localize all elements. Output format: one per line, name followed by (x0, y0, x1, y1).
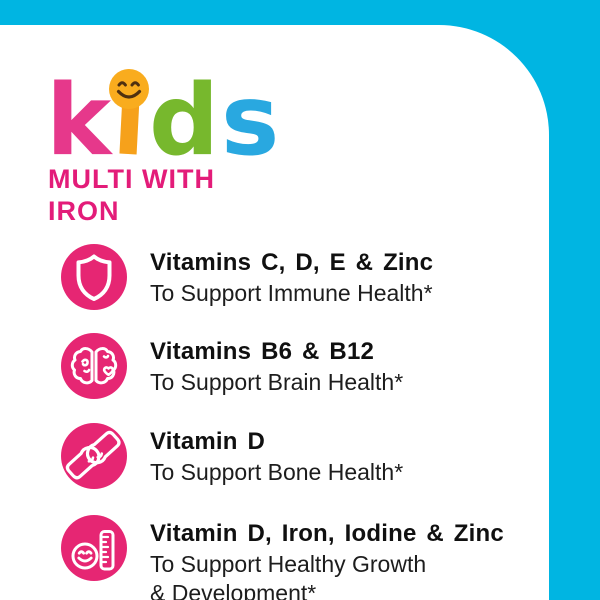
feature-title: Vitamins B6 & B12 (150, 338, 375, 365)
feature-text-immune: Vitamins C, D, E & Zinc To Support Immun… (150, 244, 433, 308)
feature-row-growth: Vitamin D, Iron, Iodine & Zinc To Suppor… (61, 515, 504, 600)
feature-text-growth: Vitamin D, Iron, Iodine & Zinc To Suppor… (150, 515, 504, 600)
brain-icon (61, 333, 127, 399)
feature-row-brain: Vitamins B6 & B12 To Support Brain Healt… (61, 333, 403, 399)
feature-row-immune: Vitamins C, D, E & Zinc To Support Immun… (61, 244, 433, 310)
label-card: k i d s MULTI WITH IRON Vitami (0, 25, 549, 600)
feature-text-bone: Vitamin D To Support Bone Health* (150, 423, 403, 487)
kids-logo: k i d s (46, 63, 296, 182)
feature-title: Vitamins C, D, E & Zinc (150, 249, 434, 276)
smiley-face-icon (109, 69, 149, 109)
product-name: MULTI WITH IRON (48, 163, 215, 227)
shield-icon (61, 244, 127, 310)
feature-description: To Support Bone Health* (150, 459, 404, 485)
logo-letter-d: d (149, 64, 220, 178)
logo-letter-k: k (46, 64, 112, 178)
product-name-line2: IRON (48, 196, 120, 226)
feature-text-brain: Vitamins B6 & B12 To Support Brain Healt… (150, 333, 403, 397)
feature-description: To Support Immune Health* (150, 280, 433, 306)
logo-letter-s: s (221, 64, 280, 178)
bone-joint-icon (61, 423, 127, 489)
feature-description: To Support Healthy Growth & Development* (150, 551, 427, 600)
feature-row-bone: Vitamin D To Support Bone Health* (61, 423, 403, 489)
growth-smiley-ruler-icon (61, 515, 127, 581)
feature-description: To Support Brain Health* (150, 369, 404, 395)
feature-title: Vitamin D, Iron, Iodine & Zinc (150, 520, 504, 547)
feature-title: Vitamin D (150, 428, 266, 455)
product-name-line1: MULTI WITH (48, 164, 215, 194)
